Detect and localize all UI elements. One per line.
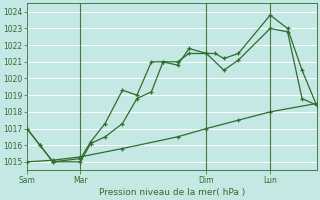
X-axis label: Pression niveau de la mer( hPa ): Pression niveau de la mer( hPa ) [99,188,245,197]
